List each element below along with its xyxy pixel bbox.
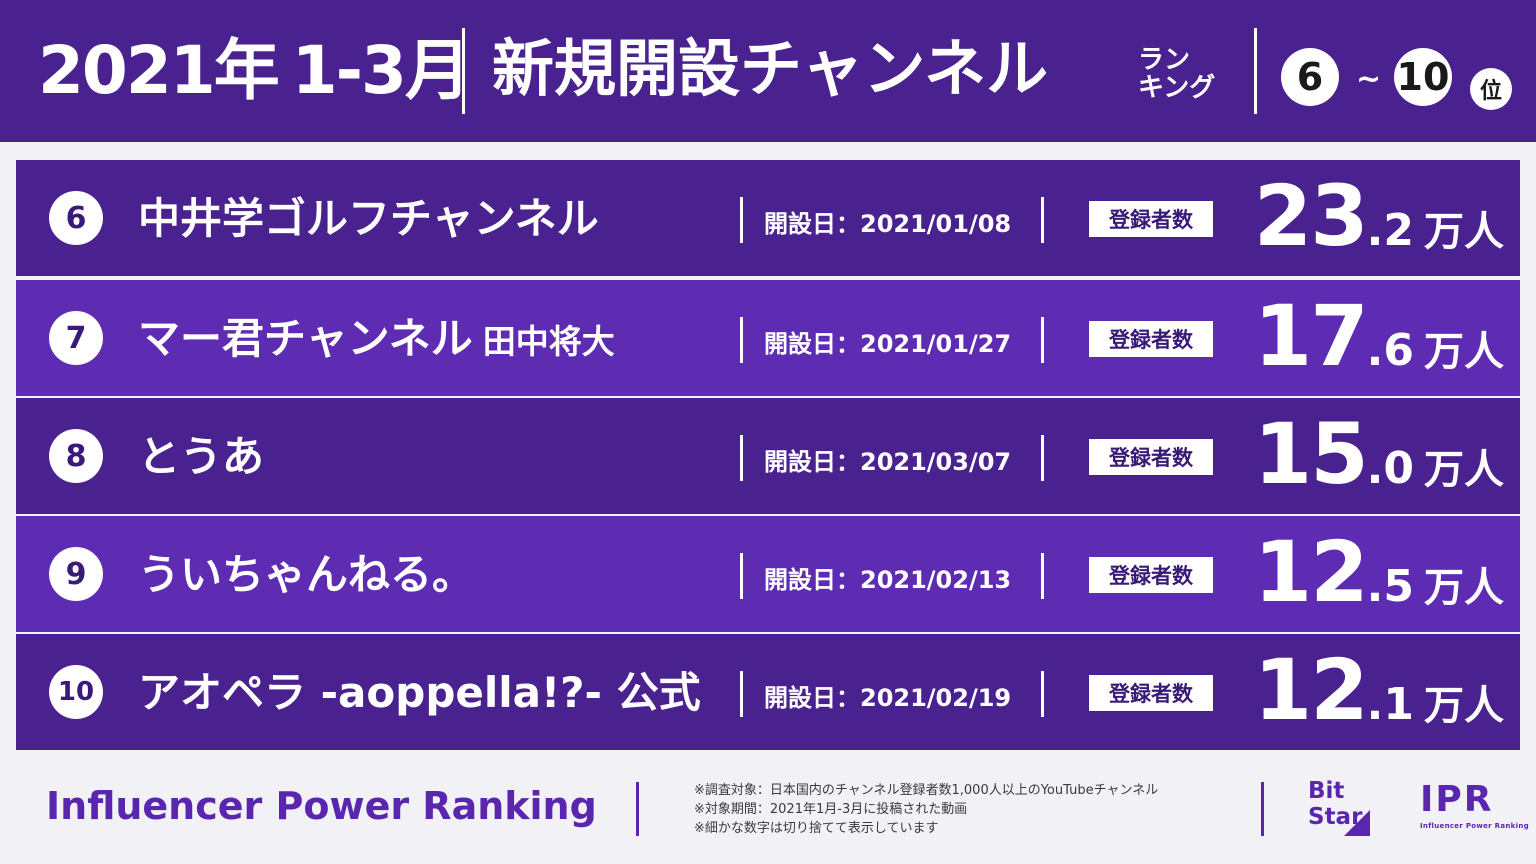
row-divider [1041,553,1044,599]
bitstar-logo: Bit Star [1308,778,1370,836]
range-end-badge: 10 [1394,48,1452,106]
channel-name: アオペラ -aoppella!?- 公式 [138,668,711,718]
row-divider [1041,197,1044,243]
subscriber-count-int: 23 [1253,167,1369,265]
subscribers-badge: 登録者数 [1089,201,1213,237]
row-divider [740,435,743,481]
ranking-label-line1: ラン [1138,45,1191,75]
footer-brand: Influencer Power Ranking [46,784,597,828]
subscriber-count: 15.0 万人 [1254,412,1504,496]
note-line: ※対象期間：2021年1月-3月に投稿された動画 [694,802,968,817]
channel-name: ういちゃんねる。 [138,550,484,600]
rank-badge: 8 [49,429,103,483]
footer-notes: ※調査対象：日本国内のチャンネル登録者数1,000人以上のYouTubeチャンネ… [694,781,1158,838]
ranking-row: 10 アオペラ -aoppella!?- 公式 開設日：2021/02/19 登… [16,634,1520,750]
subscriber-unit: 万人 [1424,329,1504,375]
subscriber-count-int: 12 [1253,641,1369,739]
subscribers-badge: 登録者数 [1089,439,1213,475]
ranking-label-line2: キング [1138,73,1216,103]
channel-name-main: 中井学ゴルフチャンネル [138,194,599,243]
header-divider [1254,28,1257,114]
header-ranking-label: ラン キング [1138,46,1238,102]
ipr-logo-caption: Influencer Power Ranking [1420,822,1529,830]
subscribers-badge: 登録者数 [1089,675,1213,711]
channel-name-main: ういちゃんねる。 [138,550,475,599]
bitstar-logo-line1: Bit [1308,778,1345,804]
subscriber-count: 12.1 万人 [1254,648,1504,732]
subscriber-count: 17.6 万人 [1254,294,1504,378]
row-divider [740,317,743,363]
header-period: 2021年 1-3月 [38,38,471,104]
row-divider [740,197,743,243]
open-date: 開設日：2021/02/13 [764,566,1012,594]
subscriber-count-dec: .0 [1366,443,1414,494]
note-line: ※調査対象：日本国内のチャンネル登録者数1,000人以上のYouTubeチャンネ… [694,783,1159,798]
note-line: ※細かな数字は切り捨てて表示しています [694,821,939,836]
channel-name: とうあ [138,432,274,482]
row-divider [1041,317,1044,363]
open-date: 開設日：2021/03/07 [764,448,1012,476]
subscriber-count-dec: .5 [1366,561,1414,612]
ranking-row: 7 マー君チャンネル 田中将大 開設日：2021/01/27 登録者数 17.6 万… [16,280,1520,396]
channel-name-main: アオペラ -aoppella!?- 公式 [138,668,701,717]
subscriber-count-int: 15 [1253,405,1369,503]
rank-badge: 9 [49,547,103,601]
ipr-logo-mark: IPR [1420,779,1494,820]
ipr-logo: IPR Influencer Power Ranking [1420,779,1529,831]
channel-name-sub: 田中将大 [482,322,615,361]
subscriber-count-dec: .1 [1366,679,1414,730]
header-year: 2021年 [38,32,280,109]
footer-divider [636,782,639,836]
open-date: 開設日：2021/02/19 [764,684,1012,712]
channel-name: 中井学ゴルフチャンネル [138,194,609,244]
subscriber-count-dec: .6 [1366,325,1414,376]
subscribers-badge: 登録者数 [1089,321,1213,357]
subscriber-count-int: 12 [1253,523,1369,621]
ranking-row: 8 とうあ 開設日：2021/03/07 登録者数 15.0 万人 [16,398,1520,514]
row-divider [1041,435,1044,481]
bitstar-triangle-icon [1344,810,1370,836]
subscriber-count: 12.5 万人 [1254,530,1504,614]
range-start-badge: 6 [1281,48,1339,106]
page-title: 新規開設チャンネル [492,32,1049,105]
header-divider [462,28,465,114]
ranking-row: 9 ういちゃんねる。 開設日：2021/02/13 登録者数 12.5 万人 [16,516,1520,632]
subscriber-unit: 万人 [1424,447,1504,493]
open-date: 開設日：2021/01/27 [764,330,1012,358]
subscriber-count: 23.2 万人 [1254,174,1504,258]
row-divider [740,671,743,717]
subscriber-unit: 万人 [1424,209,1504,255]
channel-name: マー君チャンネル 田中将大 [138,314,615,364]
rank-badge: 7 [49,311,103,365]
row-divider [740,553,743,599]
rank-badge: 6 [49,191,103,245]
range-tilde: ~ [1356,62,1382,97]
subscriber-count-int: 17 [1253,287,1369,385]
rank-suffix-badge: 位 [1470,68,1512,110]
ranking-row: 6 中井学ゴルフチャンネル 開設日：2021/01/08 登録者数 23.2 万人 [16,160,1520,276]
subscriber-unit: 万人 [1424,683,1504,729]
channel-name-main: とうあ [138,432,265,481]
channel-name-main: マー君チャンネル [138,314,473,363]
subscriber-count-dec: .2 [1366,205,1414,256]
header-months: 1-3月 [291,32,471,109]
subscriber-unit: 万人 [1424,565,1504,611]
footer-divider [1261,782,1264,836]
subscribers-badge: 登録者数 [1089,557,1213,593]
rank-badge: 10 [49,665,103,719]
open-date: 開設日：2021/01/08 [764,210,1012,238]
page-header: 2021年 1-3月 新規開設チャンネル ラン キング 6 ~ 10 位 [0,0,1536,142]
row-divider [1041,671,1044,717]
